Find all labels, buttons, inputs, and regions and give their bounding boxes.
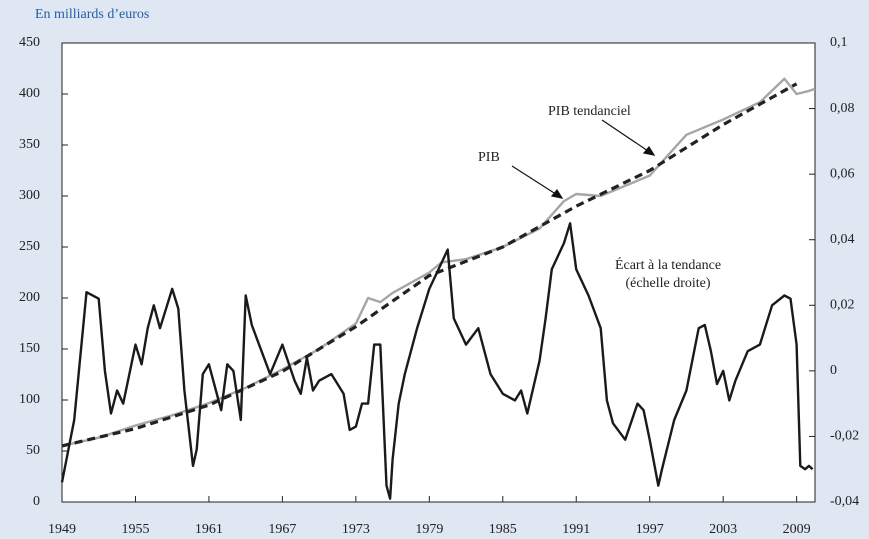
x-tick-label: 2009 xyxy=(783,522,811,537)
y2-tick-label: 0,04 xyxy=(830,232,855,247)
y-tick-label: 50 xyxy=(26,443,40,458)
x-tick-label: 1973 xyxy=(342,522,370,537)
y-tick-label: 350 xyxy=(19,137,40,152)
y-tick-label: 250 xyxy=(19,239,40,254)
y-tick-label: 0 xyxy=(33,494,40,509)
y2-tick-label: 0,08 xyxy=(830,101,855,116)
x-tick-label: 2003 xyxy=(709,522,737,537)
x-tick-label: 1991 xyxy=(562,522,590,537)
y-tick-label: 300 xyxy=(19,188,40,203)
annotation: (échelle droite) xyxy=(625,276,710,291)
x-tick-label: 1961 xyxy=(195,522,223,537)
y2-tick-label: -0,04 xyxy=(830,494,859,509)
y2-tick-label: 0 xyxy=(830,363,837,378)
x-tick-label: 1997 xyxy=(636,522,664,537)
arrowhead xyxy=(550,188,564,199)
series-line xyxy=(61,77,816,448)
series-line xyxy=(60,222,814,500)
x-tick-label: 1967 xyxy=(268,522,296,537)
annotation: Écart à la tendance xyxy=(615,256,721,273)
arrowhead xyxy=(642,145,656,156)
chart-subtitle: En milliards d’euros xyxy=(35,7,149,22)
y-tick-label: 150 xyxy=(19,341,40,356)
y-tick-label: 450 xyxy=(19,35,40,50)
x-tick-label: 1949 xyxy=(48,522,76,537)
x-tick-label: 1979 xyxy=(415,522,443,537)
annotation: PIB tendanciel xyxy=(548,104,631,119)
y2-tick-label: 0,02 xyxy=(830,298,855,313)
x-tick-label: 1955 xyxy=(121,522,149,537)
arrow xyxy=(601,119,655,156)
y2-tick-label: 0,06 xyxy=(830,166,855,181)
arrows xyxy=(511,119,656,199)
y-tick-label: 400 xyxy=(19,86,40,101)
series-line xyxy=(61,82,798,448)
x-tick-label: 1985 xyxy=(489,522,517,537)
y-tick-label: 200 xyxy=(19,290,40,305)
y2-tick-label: 0,1 xyxy=(830,35,848,50)
arrow xyxy=(511,165,563,199)
annotation: PIB xyxy=(478,150,500,165)
y-tick-label: 100 xyxy=(19,392,40,407)
y2-tick-label: -0,02 xyxy=(830,429,859,444)
